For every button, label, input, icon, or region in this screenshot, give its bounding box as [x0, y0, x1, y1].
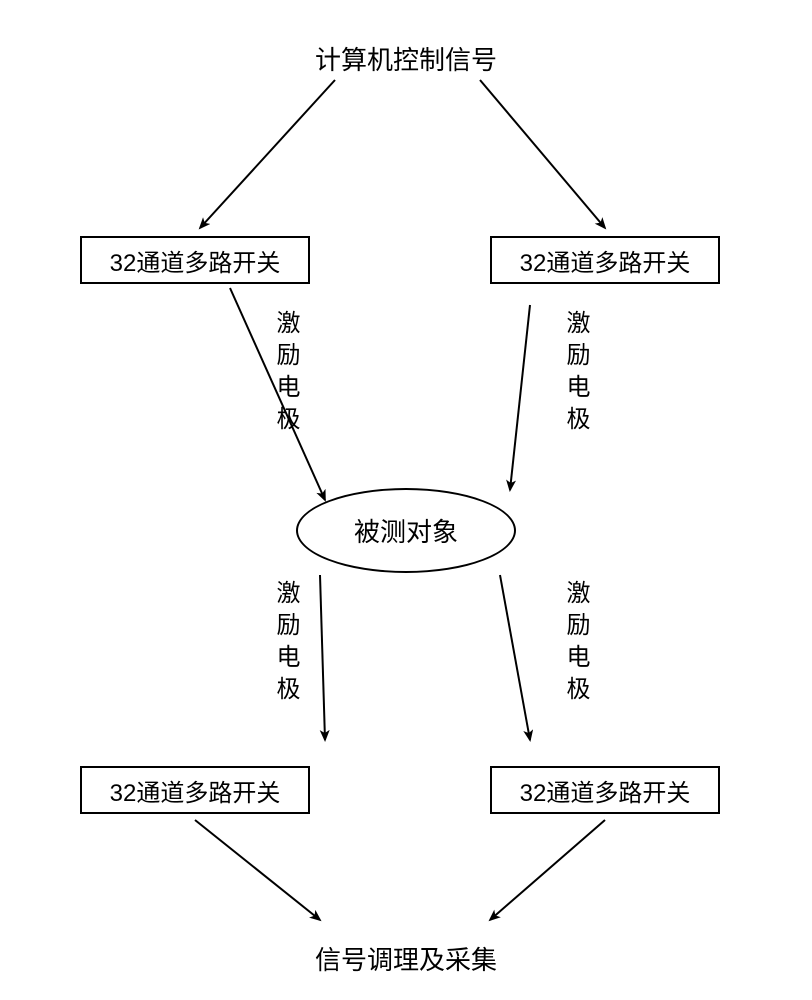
- top-title: 计算机控制信号: [256, 40, 556, 77]
- edge-label-tr: 激励电极: [558, 310, 593, 438]
- switch-top-right: 32通道多路开关: [490, 236, 720, 284]
- switch-bottom-right: 32通道多路开关: [490, 766, 720, 814]
- edge-label-br: 激励电极: [558, 580, 593, 708]
- bottom-title: 信号调理及采集: [256, 940, 556, 977]
- switch-bottom-left: 32通道多路开关: [80, 766, 310, 814]
- edge-label-tl: 激励电极: [268, 310, 303, 438]
- switch-bottom-left-label: 32通道多路开关: [110, 773, 281, 808]
- switch-top-right-label: 32通道多路开关: [520, 243, 691, 278]
- switch-bottom-right-label: 32通道多路开关: [520, 773, 691, 808]
- switch-top-left-label: 32通道多路开关: [110, 243, 281, 278]
- subject-ellipse: 被测对象: [296, 488, 516, 573]
- edge-label-bl: 激励电极: [268, 580, 303, 708]
- switch-top-left: 32通道多路开关: [80, 236, 310, 284]
- subject-label: 被测对象: [354, 512, 458, 549]
